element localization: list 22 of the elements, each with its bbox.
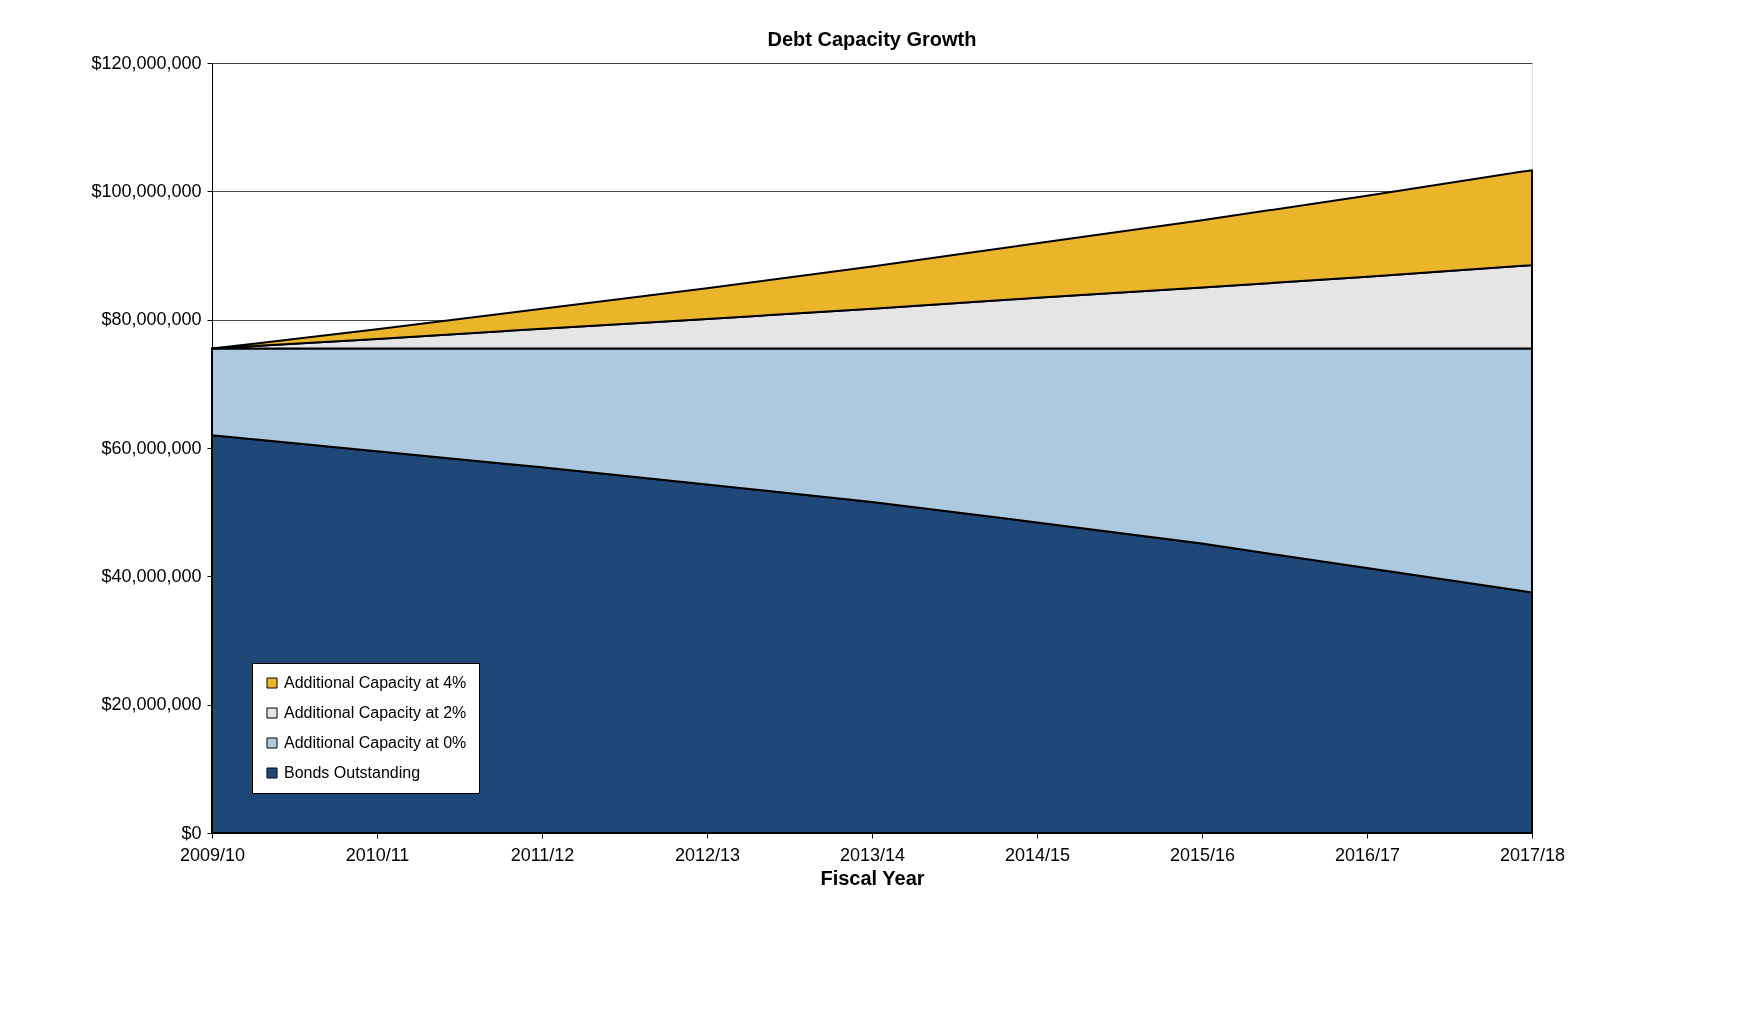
x-tick-label: 2017/18 xyxy=(1499,844,1566,865)
x-axis-title: Fiscal Year xyxy=(820,866,925,889)
x-tick-label: 2015/16 xyxy=(1169,844,1236,865)
x-tick-label: 2016/17 xyxy=(1334,844,1401,865)
x-tick-label: 2014/15 xyxy=(1004,844,1071,865)
y-tick-label: $40,000,000 xyxy=(101,565,202,586)
x-tick-label: 2009/10 xyxy=(179,844,246,865)
chart-title: Debt Capacity Growth xyxy=(767,28,977,50)
y-tick-label: $0 xyxy=(181,822,202,843)
x-tick-label: 2012/13 xyxy=(674,844,741,865)
y-tick-label: $20,000,000 xyxy=(101,694,202,715)
y-tick-label: $100,000,000 xyxy=(91,180,202,201)
y-tick-label: $60,000,000 xyxy=(101,437,202,458)
x-tick-label: 2011/12 xyxy=(510,844,575,865)
legend-label: Additional Capacity at 0% xyxy=(284,734,467,751)
legend-label: Additional Capacity at 4% xyxy=(284,674,467,691)
legend-label: Bonds Outstanding xyxy=(284,764,421,781)
y-tick-label: $120,000,000 xyxy=(91,52,202,73)
y-tick-label: $80,000,000 xyxy=(101,309,202,330)
legend-label: Additional Capacity at 2% xyxy=(284,704,467,721)
x-tick-label: 2013/14 xyxy=(839,844,906,865)
x-tick-label: 2010/11 xyxy=(345,844,410,865)
